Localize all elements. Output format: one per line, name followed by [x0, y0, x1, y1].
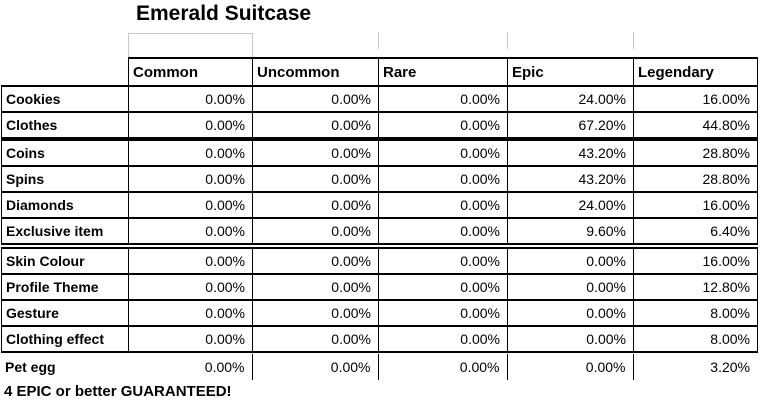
rate-cell: 43.20%: [507, 139, 634, 167]
rate-cell: 0.00%: [252, 85, 379, 113]
gridline-vertical: [633, 32, 634, 49]
rate-cell: 0.00%: [378, 165, 508, 193]
column-header-legendary: Legendary: [633, 57, 758, 87]
table-row: Profile Theme 0.00% 0.00% 0.00% 0.00% 12.80%: [1, 273, 758, 301]
table-row: Exclusive item 0.00% 0.00% 0.00% 9.60% 6.40%: [1, 217, 758, 245]
rate-cell: 0.00%: [378, 299, 508, 327]
table-row: Skin Colour 0.00% 0.00% 0.00% 0.00% 16.00%: [1, 247, 758, 275]
sheet-title: Emerald Suitcase: [136, 2, 312, 25]
rate-cell: 0.00%: [128, 191, 253, 219]
rate-cell: 43.20%: [507, 165, 634, 193]
rate-cell: 0.00%: [252, 217, 379, 245]
rate-cell: 0.00%: [378, 111, 508, 139]
rate-cell: 0.00%: [128, 247, 253, 275]
corner-cell: [1, 58, 129, 87]
rate-cell: 0.00%: [252, 325, 379, 353]
rate-cell: 0.00%: [204, 359, 245, 375]
gridline-vertical: [378, 32, 379, 49]
column-header-common: Common: [128, 57, 253, 87]
rate-cell: 0.00%: [507, 325, 634, 353]
table-row: Diamonds 0.00% 0.00% 0.00% 24.00% 16.00%: [1, 191, 758, 219]
gridline-horizontal: [128, 33, 254, 34]
rate-cell: 0.00%: [128, 139, 253, 167]
table-row: Gesture 0.00% 0.00% 0.00% 0.00% 8.00%: [1, 299, 758, 327]
row-label-cell: Diamonds: [1, 191, 129, 219]
rate-cell: 12.80%: [633, 273, 758, 301]
rate-cell: 0.00%: [507, 299, 634, 327]
gridline-vertical: [507, 32, 508, 49]
column-header-uncommon: Uncommon: [252, 57, 379, 87]
rate-cell: 0.00%: [252, 273, 379, 301]
rate-cell: 9.60%: [507, 217, 634, 245]
rates-table-fragment-bottom: Pet egg 0.00% 0.00% 0.00% 0.00% 3.20%: [1, 354, 757, 380]
row-label-cell: Exclusive item: [1, 217, 129, 245]
row-label-cell: Gesture: [1, 299, 129, 327]
rate-cell: 0.00%: [128, 299, 253, 327]
column-header-rare: Rare: [378, 57, 508, 87]
rate-cell: 0.00%: [128, 325, 253, 353]
guarantee-note: 4 EPIC or better GUARANTEED!: [4, 383, 232, 400]
rate-cell: 0.00%: [378, 273, 508, 301]
rate-cell: 16.00%: [633, 191, 758, 219]
table-row: Clothes 0.00% 0.00% 0.00% 67.20% 44.80%: [1, 111, 758, 139]
rate-cell: 0.00%: [128, 273, 253, 301]
rate-cell: 8.00%: [633, 325, 758, 353]
row-label-cell: Spins: [1, 165, 129, 193]
rate-cell: 16.00%: [633, 247, 758, 275]
row-label-cell: Clothing effect: [1, 325, 129, 353]
row-label-cell: Clothes: [1, 111, 129, 139]
rate-cell: 0.00%: [252, 111, 379, 139]
rate-cell: 0.00%: [378, 85, 508, 113]
table-row: Cookies 0.00% 0.00% 0.00% 24.00% 16.00%: [1, 85, 758, 113]
table-row: Pet egg 0.00% 0.00% 0.00% 0.00% 3.20%: [1, 354, 757, 380]
rate-cell: 0.00%: [377, 354, 507, 380]
rate-cell: 0.00%: [252, 247, 379, 275]
row-label-cell: Pet egg: [5, 359, 56, 375]
rate-cell: 0.00%: [378, 139, 508, 167]
rate-cell: 0.00%: [128, 217, 253, 245]
rate-cell: 0.00%: [252, 165, 379, 193]
rate-cell: 24.00%: [507, 85, 634, 113]
rate-cell: 6.40%: [633, 217, 758, 245]
header-row: Common Uncommon Rare Epic Legendary: [1, 57, 758, 87]
rate-cell: 8.00%: [633, 299, 758, 327]
rates-table-fragment-mid2: Skin Colour 0.00% 0.00% 0.00% 0.00% 16.00% Pro…: [1, 247, 758, 353]
rate-cell: 44.80%: [633, 111, 758, 139]
gridline-vertical: [128, 33, 129, 57]
table-row: Clothing effect 0.00% 0.00% 0.00% 0.00% 8.00%: [1, 325, 758, 353]
row-label-cell: Skin Colour: [1, 247, 129, 275]
rate-cell: 24.00%: [507, 191, 634, 219]
rate-cell: 0.00%: [506, 354, 633, 380]
rate-cell: 0.00%: [128, 111, 253, 139]
rate-cell: 0.00%: [507, 247, 634, 275]
row-label-cell: Profile Theme: [1, 273, 129, 301]
rates-table-fragment-top: Common Uncommon Rare Epic Legendary Cook…: [1, 57, 758, 139]
rate-cell: 0.00%: [378, 325, 508, 353]
rate-cell: 0.00%: [378, 217, 508, 245]
row-label-cell: Cookies: [1, 85, 129, 113]
rate-cell: 0.00%: [507, 273, 634, 301]
rate-cell: 0.00%: [252, 191, 379, 219]
rate-cell: 67.20%: [507, 111, 634, 139]
rate-cell: 0.00%: [128, 165, 253, 193]
rate-cell: 28.80%: [633, 165, 758, 193]
rate-cell: 0.00%: [252, 139, 379, 167]
table-row: Spins 0.00% 0.00% 0.00% 43.20% 28.80%: [1, 165, 758, 193]
table-row: Coins 0.00% 0.00% 0.00% 43.20% 28.80%: [1, 139, 758, 167]
rate-cell: 0.00%: [378, 247, 508, 275]
gridline-vertical: [252, 33, 253, 57]
rate-cell: 16.00%: [633, 85, 758, 113]
rates-table-fragment-mid1: Coins 0.00% 0.00% 0.00% 43.20% 28.80% Spins 0.0…: [1, 139, 758, 245]
rate-cell: 0.00%: [378, 191, 508, 219]
rate-cell: 0.00%: [128, 85, 253, 113]
rate-cell: 0.00%: [252, 299, 379, 327]
column-header-epic: Epic: [507, 57, 634, 87]
rate-cell: 0.00%: [251, 354, 378, 380]
row-label-cell: Coins: [1, 139, 129, 167]
empty-grid-row: [0, 30, 762, 57]
rate-cell: 3.20%: [632, 354, 757, 380]
rate-cell: 28.80%: [633, 139, 758, 167]
